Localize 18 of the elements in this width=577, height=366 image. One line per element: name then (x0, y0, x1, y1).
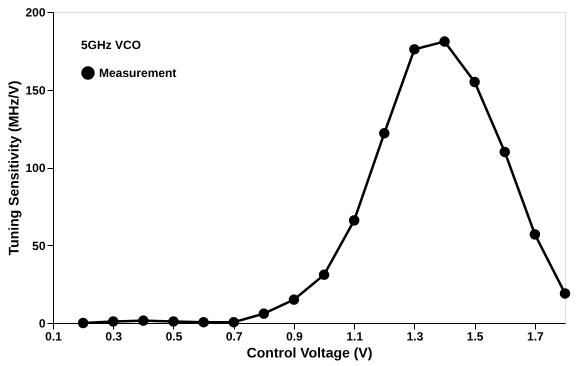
y-tick-label: 150 (25, 83, 46, 98)
x-tick-label: 0.3 (105, 330, 122, 344)
x-tick-label: 1.1 (346, 330, 364, 344)
legend-title: 5GHz VCO (81, 38, 142, 52)
y-tick-label: 0 (38, 316, 46, 330)
x-tick-label: 0.7 (226, 330, 243, 344)
legend-label: Measurement (99, 66, 176, 80)
x-tick-label: 0.5 (166, 330, 183, 344)
x-tick-label: 1.5 (466, 330, 484, 344)
x-tick-label: 0.1 (45, 330, 62, 344)
x-tick-label: 0.9 (286, 330, 304, 344)
x-axis-title: Control Voltage (V) (246, 344, 372, 360)
x-tick-label: 1.7 (527, 330, 544, 344)
y-axis-title: Tuning Sensitivity (MHz/V) (5, 80, 22, 256)
y-tick-label: 50 (32, 238, 46, 253)
y-tick-label: 200 (25, 6, 46, 20)
x-tick-label: 1.3 (406, 330, 424, 344)
y-tick-label: 100 (25, 161, 46, 175)
